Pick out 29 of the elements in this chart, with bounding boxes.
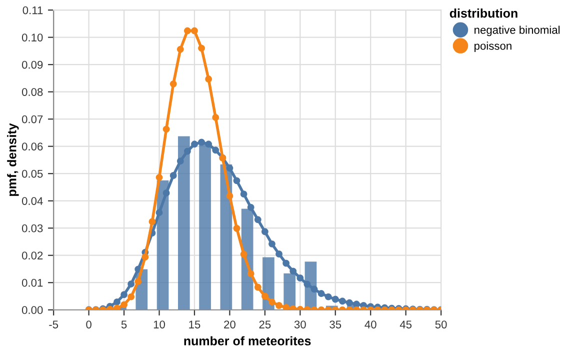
legend-title: distribution [450,8,518,18]
y-tick-label: 0.09 [22,60,43,69]
y-tick-label: 0.10 [22,34,43,42]
y-tick-label: 0.02 [22,252,43,260]
y-tick-label: 0.03 [22,224,43,232]
y-axis-title: pmf, density [7,123,19,196]
x-tick-label: 15 [189,320,200,328]
x-tick-label: -5 [49,320,58,328]
y-tick-label: 0.04 [22,197,43,205]
y-tick-label: 0.08 [22,88,43,96]
x-tick-label: 5 [121,320,127,328]
y-tick-label: 0.01 [22,278,43,287]
x-tick-label: 30 [294,320,306,328]
y-tick-label: 0.00 [22,306,43,314]
x-tick-label: 50 [435,320,447,328]
legend-label: negative binomial [474,26,560,36]
y-tick-label: 0.05 [22,170,43,178]
x-tick-label: 20 [224,320,236,328]
x-axis-title: number of meteorites [184,336,311,346]
y-tick-label: 0.07 [22,115,43,124]
x-tick-label: 35 [330,320,342,328]
legend-label: poisson [474,42,512,52]
x-tick-label: 10 [154,320,165,328]
x-tick-label: 45 [400,320,412,328]
x-tick-label: 40 [364,320,376,328]
y-tick-label: 0.06 [22,142,43,150]
x-tick-label: 0 [86,320,92,328]
y-tick-label: 0.11 [22,6,43,14]
x-tick-label: 25 [259,320,271,328]
